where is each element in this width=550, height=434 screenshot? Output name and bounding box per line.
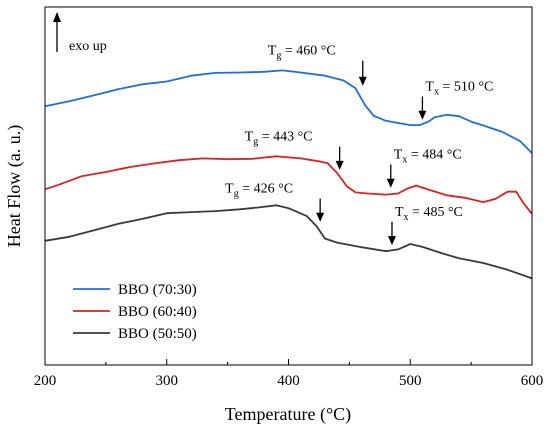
exo-up-arrow-head <box>53 12 61 22</box>
annotation-label-2: Tx = 510 °C <box>425 80 493 98</box>
annotation-arrow-head <box>387 236 396 246</box>
x-tick-label: 300 <box>156 373 179 389</box>
legend-label-1: BBO (70:30) <box>118 282 197 298</box>
exo-up-label: exo up <box>69 39 107 54</box>
x-tick-label: 600 <box>521 373 544 389</box>
annotations: Tg = 460 °C Tx = 510 °C Tg = 443 °C Tx = 48… <box>225 44 493 246</box>
x-axis-title: Temperature (°C) <box>225 404 351 425</box>
x-axis-ticks: 200 300 400 500 600 <box>34 359 544 389</box>
legend-label-2: BBO (60:40) <box>118 304 197 320</box>
annotation-arrow-head <box>418 110 427 120</box>
legend: BBO (70:30) BBO (60:40) BBO (50:50) <box>73 282 197 342</box>
x-tick-label: 400 <box>277 373 300 389</box>
series-line-3 <box>44 204 533 280</box>
annotation-label-6: Tx = 485 °C <box>395 205 463 223</box>
x-tick-label: 200 <box>34 373 57 389</box>
annotation-label-4: Tx = 484 °C <box>394 148 462 166</box>
annotation-arrow-head <box>358 76 367 86</box>
annotation-label-5: Tg = 426 °C <box>225 182 293 200</box>
annotation-arrow-head <box>386 178 395 188</box>
legend-label-3: BBO (50:50) <box>118 326 197 342</box>
series-line-1 <box>44 69 533 154</box>
annotation-arrow-head <box>316 212 325 222</box>
plot-area <box>44 69 533 280</box>
series-line-2 <box>44 155 533 215</box>
y-axis-title: Heat Flow (a. u.) <box>4 125 25 247</box>
x-tick-label: 500 <box>399 373 422 389</box>
annotation-arrow-head <box>335 160 344 170</box>
annotation-label-1: Tg = 460 °C <box>268 44 336 62</box>
annotation-label-3: Tg = 443 °C <box>245 130 313 148</box>
